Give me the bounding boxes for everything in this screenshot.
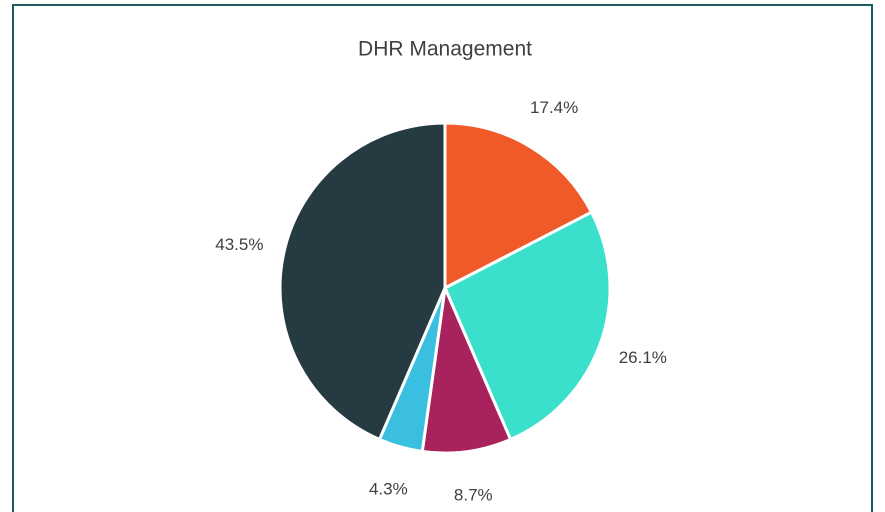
data-label: 43.5% bbox=[215, 235, 263, 254]
pie-slice bbox=[443, 121, 594, 290]
data-label: 8.7% bbox=[454, 486, 493, 505]
data-label: 4.3% bbox=[369, 480, 408, 499]
data-label: 26.1% bbox=[619, 348, 667, 367]
chart-title: DHR Management bbox=[358, 38, 532, 61]
pie-slice bbox=[420, 286, 513, 455]
data-label: 17.4% bbox=[530, 98, 578, 117]
pie bbox=[278, 121, 612, 455]
pie-slice bbox=[278, 121, 447, 441]
